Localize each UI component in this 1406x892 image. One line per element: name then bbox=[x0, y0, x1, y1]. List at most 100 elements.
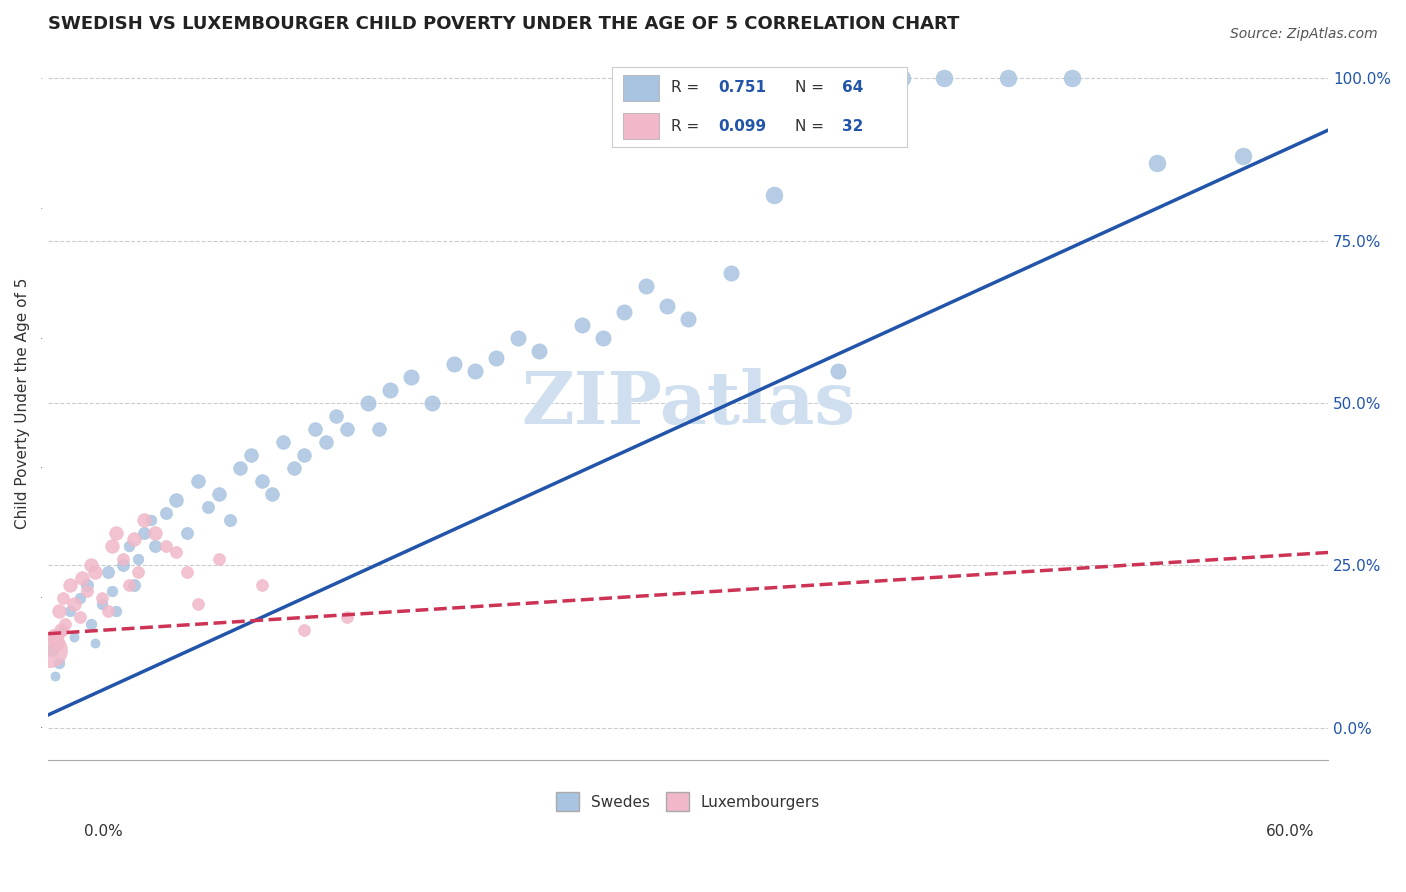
Point bbox=[84, 565, 107, 579]
Point bbox=[118, 578, 141, 592]
Point bbox=[378, 383, 401, 397]
Text: N =: N = bbox=[794, 80, 828, 95]
Point bbox=[101, 539, 124, 553]
Point bbox=[655, 299, 678, 313]
Point bbox=[208, 552, 231, 566]
Point bbox=[118, 539, 141, 553]
Point bbox=[52, 591, 75, 605]
Point bbox=[69, 591, 91, 605]
Point bbox=[111, 552, 134, 566]
Point bbox=[592, 331, 614, 345]
Y-axis label: Child Poverty Under the Age of 5: Child Poverty Under the Age of 5 bbox=[15, 277, 30, 529]
Point bbox=[63, 598, 86, 612]
Point bbox=[325, 409, 347, 423]
Point bbox=[527, 344, 550, 359]
Point bbox=[315, 435, 337, 450]
Point bbox=[283, 461, 305, 475]
Point bbox=[176, 565, 198, 579]
Point bbox=[464, 363, 486, 377]
Point bbox=[262, 487, 284, 501]
Point bbox=[155, 539, 177, 553]
Point bbox=[890, 71, 912, 86]
Point bbox=[155, 507, 177, 521]
Text: 0.751: 0.751 bbox=[718, 80, 766, 95]
Point bbox=[63, 630, 86, 644]
Text: 60.0%: 60.0% bbox=[1267, 824, 1315, 838]
Point bbox=[122, 578, 145, 592]
Point bbox=[197, 500, 219, 514]
Point bbox=[44, 669, 66, 683]
Point bbox=[49, 624, 72, 638]
Point bbox=[1146, 155, 1168, 169]
Point bbox=[84, 636, 107, 650]
Point bbox=[336, 422, 359, 436]
Point bbox=[250, 474, 273, 488]
Text: 64: 64 bbox=[842, 80, 863, 95]
Point bbox=[399, 370, 422, 384]
Point bbox=[80, 616, 103, 631]
Point bbox=[676, 311, 699, 326]
Text: Source: ZipAtlas.com: Source: ZipAtlas.com bbox=[1230, 27, 1378, 41]
Point bbox=[934, 71, 956, 86]
Point bbox=[41, 643, 63, 657]
Point bbox=[76, 578, 98, 592]
Point bbox=[139, 513, 162, 527]
Point bbox=[336, 610, 359, 624]
Point bbox=[187, 598, 209, 612]
Point bbox=[292, 448, 315, 462]
Point bbox=[143, 526, 166, 541]
Point bbox=[506, 331, 529, 345]
Point bbox=[187, 474, 209, 488]
Text: 0.0%: 0.0% bbox=[84, 824, 124, 838]
Text: R =: R = bbox=[671, 80, 704, 95]
Point bbox=[208, 487, 231, 501]
Point bbox=[80, 558, 103, 573]
Point bbox=[58, 578, 80, 592]
Point bbox=[634, 279, 657, 293]
Point bbox=[218, 513, 240, 527]
Point bbox=[90, 598, 112, 612]
Text: N =: N = bbox=[794, 119, 828, 134]
Point bbox=[250, 578, 273, 592]
Point bbox=[101, 584, 124, 599]
Point bbox=[176, 526, 198, 541]
Point bbox=[45, 636, 67, 650]
Point bbox=[69, 610, 91, 624]
Point bbox=[367, 422, 389, 436]
Point bbox=[105, 526, 128, 541]
Point bbox=[39, 643, 62, 657]
Point bbox=[53, 616, 76, 631]
Point bbox=[58, 604, 80, 618]
Point bbox=[762, 188, 785, 202]
Point bbox=[134, 513, 156, 527]
Point bbox=[165, 493, 187, 508]
Point bbox=[827, 363, 849, 377]
Point bbox=[127, 565, 149, 579]
Point bbox=[76, 584, 98, 599]
Point bbox=[720, 266, 742, 280]
Point bbox=[239, 448, 262, 462]
Point bbox=[357, 396, 380, 410]
Legend: Swedes, Luxembourgers: Swedes, Luxembourgers bbox=[550, 786, 827, 817]
Text: ZIPatlas: ZIPatlas bbox=[522, 368, 855, 439]
Point bbox=[271, 435, 294, 450]
Point bbox=[229, 461, 252, 475]
Text: 32: 32 bbox=[842, 119, 863, 134]
Point bbox=[97, 565, 120, 579]
Point bbox=[304, 422, 326, 436]
Point bbox=[48, 604, 70, 618]
Text: R =: R = bbox=[671, 119, 704, 134]
Point bbox=[44, 630, 66, 644]
Point bbox=[1232, 149, 1254, 163]
Point bbox=[72, 571, 94, 585]
Point bbox=[90, 591, 112, 605]
Point bbox=[111, 558, 134, 573]
Point bbox=[997, 71, 1019, 86]
Point bbox=[443, 357, 465, 371]
Point bbox=[122, 533, 145, 547]
Point bbox=[292, 624, 315, 638]
FancyBboxPatch shape bbox=[623, 113, 659, 139]
Point bbox=[105, 604, 128, 618]
Point bbox=[420, 396, 443, 410]
Point bbox=[134, 526, 156, 541]
